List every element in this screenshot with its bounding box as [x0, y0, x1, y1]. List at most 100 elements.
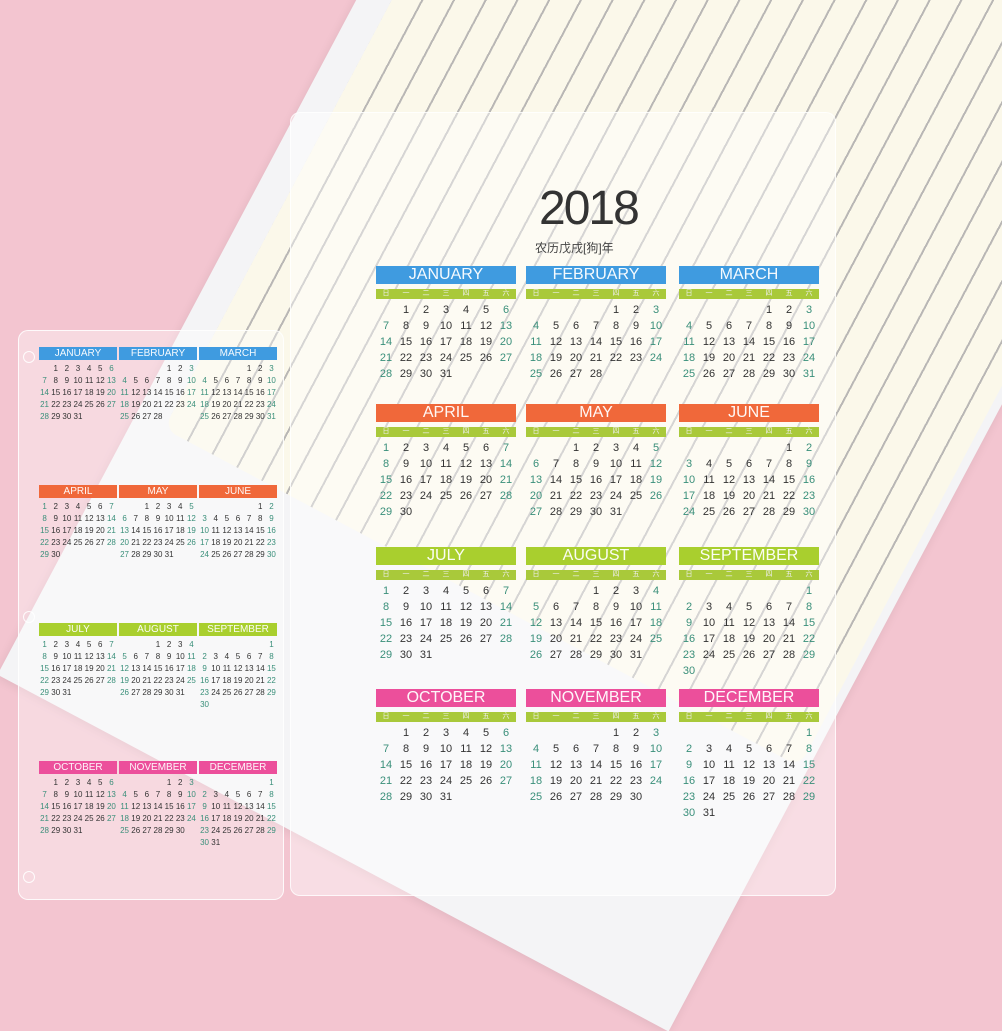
day-cell: 1	[612, 727, 620, 739]
day-cell: 15	[266, 664, 276, 673]
day-cell: 1	[53, 364, 58, 373]
day-cell: 19	[186, 526, 196, 535]
day-cell: 21	[569, 633, 583, 645]
day-cell: 16	[802, 474, 816, 486]
day-cell: 22	[51, 400, 61, 409]
day-cell: 2	[166, 640, 172, 649]
month-block: DECEMBER 1 2 3 4 5 6 7 8 9 10 11 12 13 14 15 16 17 18 19 20 2…	[199, 761, 277, 848]
day-cell: 24	[211, 688, 221, 697]
day-cell: 5	[86, 640, 92, 649]
day-grid: 1 2 3 4 5 6 7 8 9 10 11 12 13 14 15 16 17 18 19 20 21 22 23 24 2…	[376, 584, 516, 662]
day-cell: 9	[53, 652, 58, 661]
day-cell: 17	[802, 336, 816, 348]
weekday-label: 三	[745, 428, 753, 435]
month-name: SEPTEMBER	[199, 623, 277, 636]
day-cell: 21	[782, 775, 796, 787]
weekday-label: 二	[572, 428, 580, 435]
day-cell: 27	[95, 538, 105, 547]
day-cell: 31	[62, 688, 72, 697]
day-cell: 10	[802, 320, 816, 332]
day-cell: 3	[166, 502, 172, 511]
day-cell: 21	[379, 352, 393, 364]
day-cell: 11	[84, 790, 94, 799]
day-cell: 23	[200, 826, 210, 835]
weekday-label: 日	[532, 290, 540, 297]
day-cell: 11	[460, 320, 472, 332]
day-cell: 29	[802, 791, 816, 803]
day-cell: 17	[266, 388, 276, 397]
day-cell: 9	[592, 458, 600, 470]
weekday-label: 一	[552, 571, 560, 578]
day-cell: 13	[106, 376, 116, 385]
day-cell: 27	[106, 400, 116, 409]
weekday-label: 五	[482, 571, 490, 578]
day-cell: 19	[479, 759, 493, 771]
weekday-label: 日	[382, 713, 390, 720]
month-block: APRIL 日一二三四五六 1 2 3 4 5 6 7 8 9 10 11 12 13 14 15 16 17 18 1…	[376, 404, 516, 519]
month-block: JANUARY 日一二三四五六 1 2 3 4 5 6 7 8 9 10 11 12 13 14 15 16 17 1…	[376, 266, 516, 381]
day-cell: 31	[73, 826, 83, 835]
day-cell: 26	[459, 633, 473, 645]
day-cell: 18	[73, 664, 83, 673]
day-cell: 20	[233, 538, 243, 547]
day-cell: 20	[120, 538, 130, 547]
day-cell: 9	[166, 652, 172, 661]
day-cell: 24	[175, 676, 185, 685]
month-block: SEPTEMBER 1 2 3 4 5 6 7 8 9 10 11 12 13 14 15 16 17 18 19 20…	[199, 623, 277, 710]
day-cell: 27	[529, 506, 543, 518]
day-cell: 15	[399, 759, 413, 771]
day-cell: 31	[164, 550, 174, 559]
day-cell: 27	[244, 688, 254, 697]
day-cell: 29	[379, 649, 393, 661]
weekday-label: 四	[612, 713, 620, 720]
day-cell: 3	[213, 790, 218, 799]
day-cell: 16	[175, 388, 185, 397]
day-cell: 16	[51, 664, 61, 673]
weekday-label: 日	[685, 428, 693, 435]
weekday-label: 一	[705, 428, 713, 435]
weekday-label: 五	[785, 571, 793, 578]
day-cell: 10	[62, 514, 72, 523]
day-cell: 25	[702, 506, 716, 518]
day-cell: 31	[419, 649, 433, 661]
day-cell: 13	[762, 617, 776, 629]
day-cell: 20	[142, 814, 152, 823]
day-cell: 8	[42, 652, 47, 661]
day-cell: 25	[459, 352, 473, 364]
day-cell: 13	[569, 759, 583, 771]
day-cell: 26	[120, 688, 130, 697]
day-cell: 10	[211, 802, 221, 811]
weekday-label: 四	[765, 713, 773, 720]
weekday-label: 六	[652, 571, 660, 578]
day-cell: 17	[649, 336, 663, 348]
day-cell: 26	[549, 791, 563, 803]
weekday-label: 五	[632, 290, 640, 297]
day-cell: 20	[762, 775, 776, 787]
day-cell: 7	[133, 514, 138, 523]
month-name: JUNE	[199, 485, 277, 498]
day-cell: 20	[479, 474, 493, 486]
day-cell: 4	[725, 743, 733, 755]
day-cell: 3	[189, 364, 194, 373]
day-cell: 20	[549, 633, 563, 645]
day-cell: 6	[552, 601, 560, 613]
month-name: MAY	[119, 485, 197, 498]
day-cell: 24	[266, 400, 276, 409]
day-cell: 17	[211, 676, 221, 685]
day-cell: 4	[532, 320, 540, 332]
day-cell: 28	[244, 550, 254, 559]
day-cell: 19	[84, 526, 94, 535]
day-cell: 24	[682, 506, 696, 518]
day-cell: 16	[51, 526, 61, 535]
month-block: JULY 日一二三四五六 1 2 3 4 5 6 7 8 9 10 11 12 13 14 15 16 17 18 19…	[376, 547, 516, 662]
day-cell: 5	[482, 727, 490, 739]
day-cell: 5	[122, 652, 127, 661]
day-cell: 23	[51, 676, 61, 685]
day-cell: 6	[98, 640, 103, 649]
day-cell: 7	[572, 601, 580, 613]
day-cell: 31	[702, 807, 716, 819]
day-grid: 1 2 3 4 5 6 7 8 9 10 11 12 13 14 15 16 17 18 19 20 21 22 23 24 2…	[39, 639, 117, 698]
day-cell: 6	[502, 727, 510, 739]
day-cell: 14	[569, 617, 583, 629]
weekday-label: 四	[765, 290, 773, 297]
